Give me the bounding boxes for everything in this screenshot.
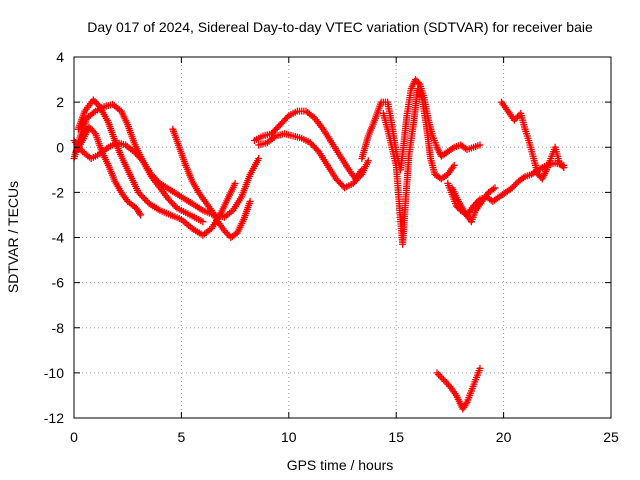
y-axis-label: SDTVAR / TECUs	[5, 181, 21, 293]
y-tick-label: -12	[44, 410, 64, 426]
data-point	[138, 192, 146, 200]
data-point	[136, 190, 144, 198]
x-tick-label: 5	[178, 429, 186, 445]
grid	[74, 57, 611, 418]
y-tick-label: -4	[52, 230, 65, 246]
data-point	[449, 144, 457, 152]
data-point	[435, 371, 443, 379]
series-arc-m	[433, 364, 484, 413]
data-point	[172, 203, 180, 211]
data-point	[93, 99, 101, 107]
y-tick-label: 2	[56, 94, 64, 110]
series-arc-a	[70, 100, 263, 221]
data-point	[514, 113, 522, 121]
data-point	[441, 377, 449, 385]
data-point	[231, 179, 239, 187]
data-point	[246, 197, 254, 205]
data-point	[137, 211, 145, 219]
data-point	[438, 374, 446, 382]
data-point	[433, 369, 441, 377]
series-arc-c	[72, 123, 145, 219]
y-tick-label: -6	[52, 275, 65, 291]
series-arc-k	[497, 98, 568, 183]
x-tick-label: 15	[388, 429, 404, 445]
series-arc-b	[74, 96, 239, 239]
data-point	[443, 379, 451, 387]
series-arc-l	[448, 184, 499, 226]
chart-title: Day 017 of 2024, Sidereal Day-to-day VTE…	[87, 19, 593, 35]
data-layer	[70, 76, 568, 413]
data-point	[414, 79, 422, 87]
series-arc-i	[379, 85, 458, 248]
series-arc-g	[255, 130, 372, 192]
series-arc-f	[250, 107, 366, 183]
data-point	[560, 164, 568, 172]
data-point	[139, 193, 147, 201]
x-tick-label: 10	[281, 429, 297, 445]
data-point	[255, 155, 263, 163]
data-point	[439, 376, 447, 384]
data-point	[142, 196, 150, 204]
data-point	[489, 185, 497, 193]
series-arc-e	[169, 125, 254, 241]
data-point	[558, 162, 566, 170]
data-point	[511, 180, 519, 188]
data-point	[134, 188, 142, 196]
x-axis-label: GPS time / hours	[287, 457, 394, 473]
y-tick-label: 0	[56, 139, 64, 155]
y-tick-label: -2	[52, 184, 65, 200]
data-point	[476, 141, 484, 149]
data-point	[199, 218, 207, 226]
data-point	[364, 157, 372, 165]
x-tick-label: 0	[70, 429, 78, 445]
data-point	[283, 113, 291, 121]
x-tick-label: 20	[496, 429, 512, 445]
y-tick-label: -10	[44, 365, 64, 381]
data-point	[491, 184, 499, 192]
data-point	[88, 126, 96, 134]
y-tick-label: -8	[52, 320, 65, 336]
data-point	[519, 174, 527, 182]
x-tick-label: 25	[603, 429, 619, 445]
data-point	[436, 372, 444, 380]
data-point	[476, 364, 484, 372]
series-arc-d	[70, 136, 207, 226]
data-point	[450, 161, 458, 169]
y-tick-label: 4	[56, 49, 64, 65]
data-point	[141, 195, 149, 203]
